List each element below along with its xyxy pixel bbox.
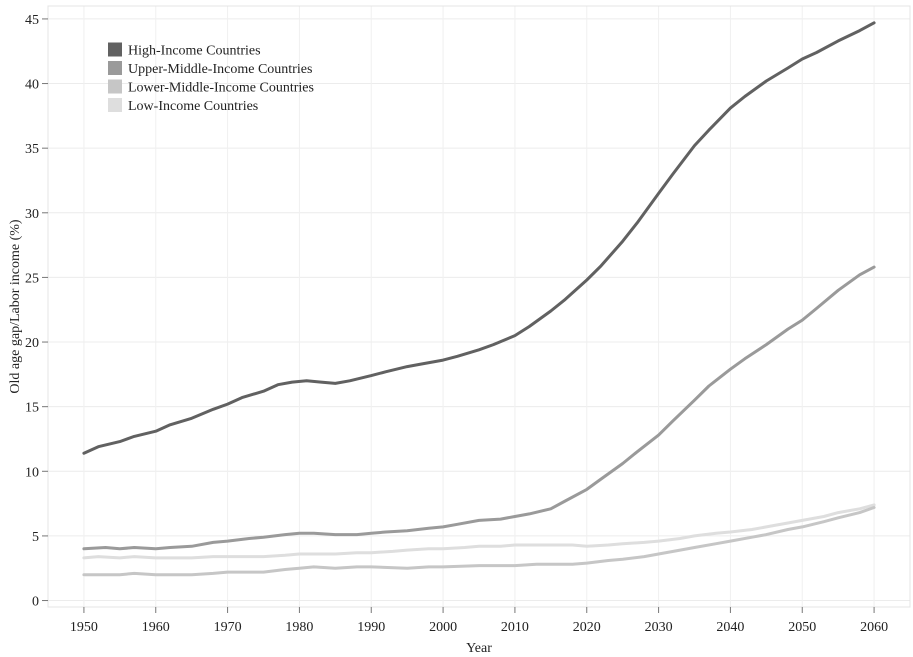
x-tick-label: 2040 (716, 620, 744, 635)
legend-swatch (108, 98, 122, 112)
x-tick-label: 2030 (645, 620, 673, 635)
legend-label: High-Income Countries (128, 44, 261, 59)
x-tick-label: 1990 (357, 620, 385, 635)
legend-label: Low-Income Countries (128, 99, 258, 114)
x-tick-label: 1960 (142, 620, 170, 635)
series-lines (82, 21, 876, 577)
y-tick-label: 25 (25, 271, 39, 286)
series-line-lower-middle-income-countries (82, 506, 876, 577)
x-tick-label: 1980 (285, 620, 313, 635)
gridlines (48, 6, 910, 607)
x-tick-label: 2010 (501, 620, 529, 635)
y-tick-label: 45 (25, 13, 39, 28)
y-tick-label: 15 (25, 401, 39, 416)
y-axis: 0 5 10 15 20 25 30 35 40 45 (25, 13, 48, 610)
legend-swatch (108, 79, 122, 94)
legend-label: Lower-Middle-Income Countries (128, 81, 314, 96)
y-tick-label: 10 (25, 465, 39, 480)
legend-swatch (108, 42, 122, 57)
x-tick-label: 2050 (788, 620, 816, 635)
legend-swatch (108, 61, 122, 75)
y-tick-label: 30 (25, 207, 39, 222)
plot-frame (47, 5, 911, 608)
y-tick-label: 35 (25, 142, 39, 157)
legend-label: Upper-Middle-Income Countries (128, 62, 312, 77)
series-line-upper-middle-income-countries (82, 265, 876, 551)
y-tick-label: 5 (32, 530, 39, 545)
legend: High-Income Countries Upper-Middle-Income… (108, 42, 314, 114)
y-tick-label: 20 (25, 336, 39, 351)
series-line-high-income-countries (82, 21, 876, 455)
x-axis: 1950 1960 1970 1980 1990 2000 2010 2020 2030 2040… (70, 607, 888, 635)
y-axis-title: Old age gap/Labor income (%) (8, 219, 23, 393)
y-tick-label: 0 (32, 595, 39, 610)
x-tick-label: 1950 (70, 620, 98, 635)
series-line-low-income-countries (82, 503, 876, 560)
x-axis-title: Year (466, 641, 492, 656)
y-tick-label: 40 (25, 78, 39, 93)
x-tick-label: 2020 (573, 620, 601, 635)
x-tick-label: 2060 (860, 620, 888, 635)
x-tick-label: 2000 (429, 620, 457, 635)
x-tick-label: 1970 (214, 620, 242, 635)
